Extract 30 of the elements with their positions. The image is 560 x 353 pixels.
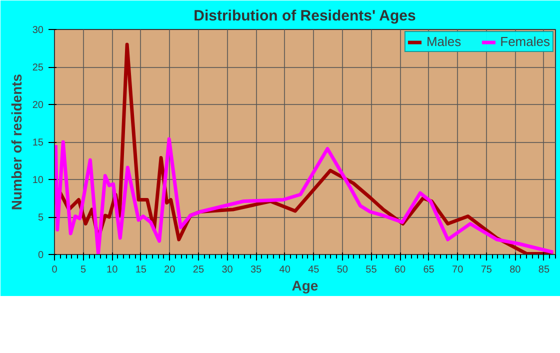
- x-tick-label: 65: [423, 264, 435, 276]
- x-tick-label: 70: [452, 264, 464, 276]
- x-tick-label: 25: [192, 264, 204, 276]
- x-tick-label: 75: [480, 264, 492, 276]
- x-tick-label: 45: [308, 264, 320, 276]
- y-tick-label: 20: [32, 100, 44, 111]
- x-tick-label: 40: [279, 264, 291, 276]
- x-tick-label: 35: [250, 264, 262, 276]
- x-axis-title: Age: [292, 278, 318, 294]
- y-tick-label: 10: [32, 175, 44, 186]
- y-tick-label: 5: [38, 212, 44, 224]
- x-tick-label: 30: [222, 264, 234, 276]
- x-tick-label: 50: [336, 264, 348, 276]
- x-tick-label: 5: [80, 264, 87, 276]
- y-tick-label: 15: [32, 138, 44, 148]
- legend-label: Females: [500, 34, 550, 49]
- x-tick-label: 60: [394, 264, 406, 276]
- x-tick-label: 55: [366, 264, 378, 276]
- y-tick-label: 25: [32, 62, 44, 74]
- x-tick-label: 20: [164, 264, 176, 276]
- y-tick-label: 30: [32, 25, 44, 36]
- chart-title: Distribution of Residents' Ages: [194, 8, 416, 24]
- legend-label: Males: [426, 34, 462, 49]
- x-tick-label: 15: [135, 264, 147, 276]
- x-tick-label: 85: [538, 264, 550, 276]
- y-axis-title: Number of residents: [8, 74, 24, 210]
- x-tick-label: 10: [106, 264, 118, 276]
- x-tick-label: 80: [510, 264, 522, 276]
- x-tick-label: 0: [52, 264, 58, 276]
- y-tick-label: 0: [38, 250, 44, 261]
